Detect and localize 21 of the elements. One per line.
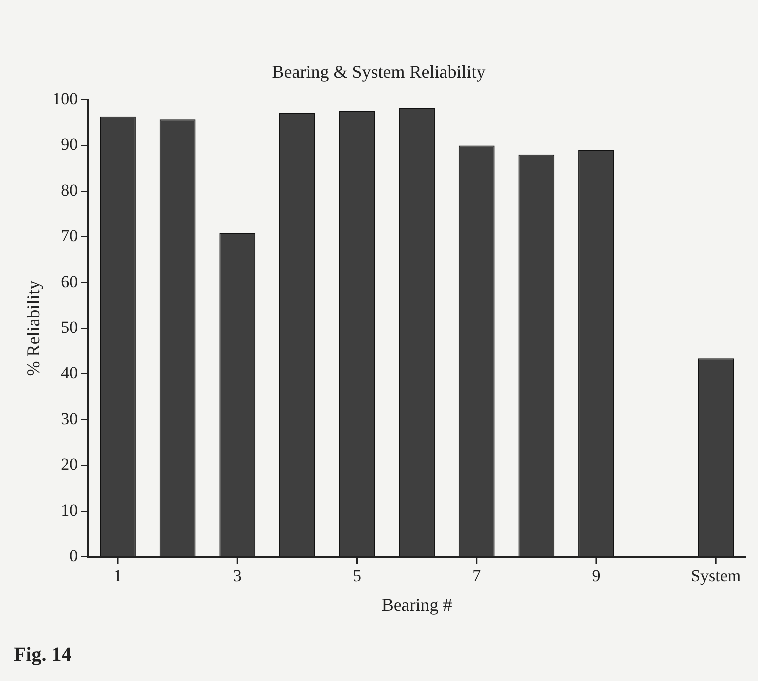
y-tick-label: 100 — [52, 89, 78, 108]
x-tick-label: System — [691, 566, 742, 586]
y-tick-label: 60 — [61, 272, 78, 292]
y-tick-label: 90 — [61, 135, 78, 154]
y-tick-label: 0 — [70, 546, 78, 566]
y-tick-label: 20 — [61, 455, 78, 474]
x-tick-label: 3 — [233, 566, 242, 586]
x-tick-label: 1 — [114, 566, 122, 586]
y-tick-label: 50 — [61, 318, 78, 337]
chart-title: Bearing & System Reliability — [271, 62, 487, 83]
x-tick-label: 9 — [592, 566, 601, 586]
y-tick-label: 30 — [61, 409, 78, 428]
y-tick-label: 70 — [61, 226, 78, 246]
x-axis-title: Bearing # — [382, 594, 452, 615]
x-tick-label: 7 — [472, 566, 482, 586]
caption: Fig. 14 — [14, 644, 72, 667]
y-axis-title: % Reliability — [24, 280, 44, 376]
y-tick-label: 10 — [61, 500, 78, 520]
y-tick-label: 80 — [61, 180, 78, 200]
x-tick-label: 5 — [352, 566, 362, 586]
y-tick-label: 40 — [61, 364, 78, 383]
